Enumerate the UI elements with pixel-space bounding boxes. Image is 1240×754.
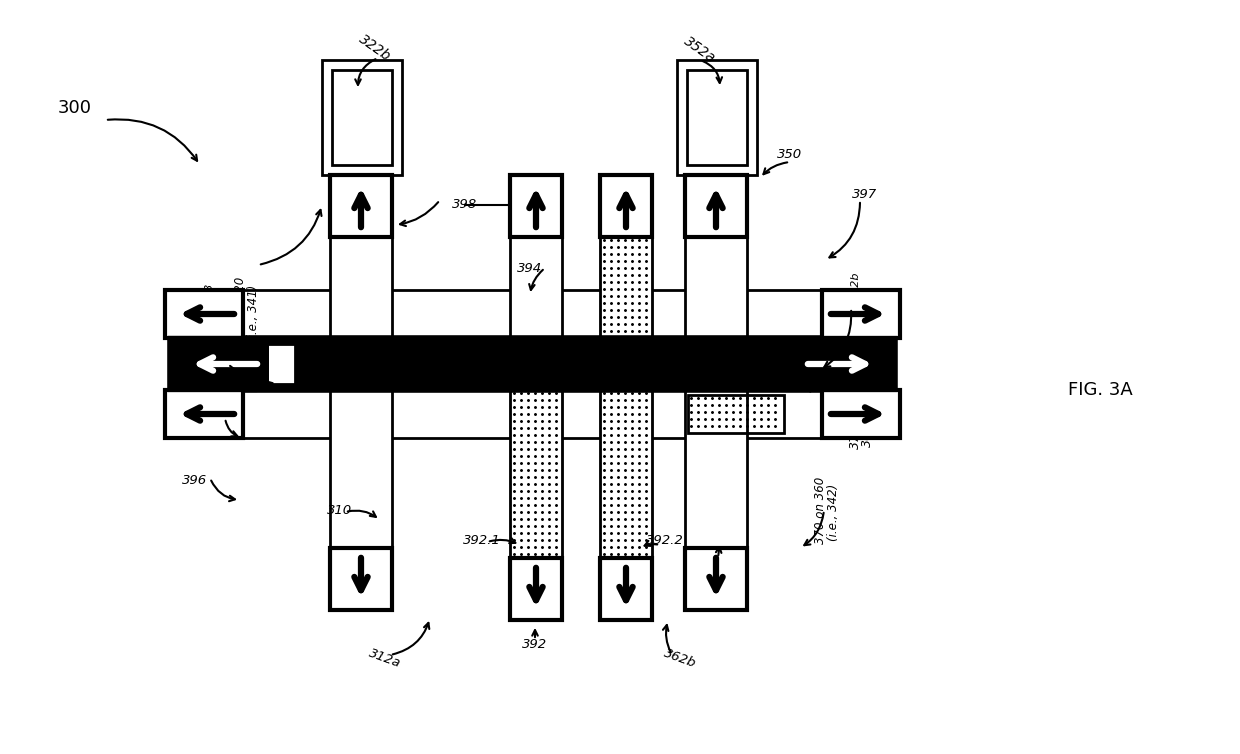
Bar — [684, 548, 746, 610]
Text: 397: 397 — [852, 188, 878, 201]
Text: (i.e., 342): (i.e., 342) — [827, 483, 839, 541]
Text: 315: 315 — [210, 409, 236, 421]
Text: A': A' — [852, 405, 872, 423]
Bar — [332, 70, 392, 165]
Text: 312b/3: 312b/3 — [205, 282, 215, 322]
Bar — [255, 344, 269, 384]
Bar — [165, 390, 243, 438]
Text: 22a: 22a — [217, 290, 227, 311]
Text: 335/: 335/ — [201, 317, 213, 343]
Bar — [170, 338, 895, 390]
Text: 392.1: 392.1 — [463, 534, 501, 547]
Bar — [330, 175, 392, 237]
Bar — [677, 60, 756, 175]
Bar — [720, 342, 830, 386]
Text: D: D — [708, 569, 723, 587]
Text: 394: 394 — [517, 262, 543, 274]
Bar — [510, 390, 562, 558]
Text: Y: Y — [529, 579, 543, 597]
Text: 370 on 360: 370 on 360 — [813, 477, 827, 544]
Text: 355: 355 — [862, 296, 874, 320]
Bar — [165, 390, 900, 438]
Bar — [255, 344, 295, 384]
Text: 325: 325 — [212, 319, 226, 342]
Bar — [510, 175, 562, 237]
Bar — [600, 237, 652, 338]
Bar — [165, 290, 900, 338]
Bar — [330, 175, 392, 610]
Bar — [510, 175, 562, 620]
Text: 352a: 352a — [682, 34, 718, 66]
Text: B': B' — [852, 305, 872, 323]
Bar — [600, 390, 652, 558]
Text: 396: 396 — [182, 474, 207, 486]
Text: Z': Z' — [843, 355, 862, 373]
Bar — [684, 175, 746, 610]
Bar — [450, 336, 701, 392]
Bar — [165, 290, 243, 338]
Text: 322b: 322b — [356, 32, 393, 64]
Bar — [822, 290, 900, 338]
Text: 362a/352b: 362a/352b — [851, 271, 861, 333]
Text: C': C' — [616, 198, 635, 216]
Text: Y': Y' — [527, 198, 546, 216]
Bar — [600, 175, 652, 237]
Text: 375/: 375/ — [848, 421, 862, 449]
Text: 330 on 320: 330 on 320 — [234, 277, 248, 344]
Bar — [687, 70, 746, 165]
Text: C: C — [619, 579, 632, 597]
Text: 332a: 332a — [341, 344, 374, 357]
Text: 365: 365 — [861, 423, 873, 447]
Text: 392.2: 392.2 — [646, 534, 684, 547]
Text: 310: 310 — [327, 504, 352, 516]
Text: X: X — [355, 569, 368, 587]
Bar — [688, 395, 784, 433]
Bar — [600, 558, 652, 620]
Text: D': D' — [706, 198, 727, 216]
Text: A: A — [196, 405, 210, 423]
Bar — [684, 175, 746, 237]
Text: 398: 398 — [453, 198, 477, 212]
Text: 391: 391 — [265, 379, 290, 393]
Text: 393: 393 — [820, 382, 846, 394]
Text: Z: Z — [207, 355, 219, 373]
Bar — [822, 390, 900, 438]
Text: 300: 300 — [58, 99, 92, 117]
Text: X': X' — [351, 198, 371, 216]
Text: 332b: 332b — [339, 206, 371, 219]
Text: 312a: 312a — [367, 646, 403, 670]
Bar — [170, 338, 255, 390]
Bar — [600, 175, 652, 620]
Text: (i.e., 341): (i.e., 341) — [247, 284, 259, 342]
Text: 362b: 362b — [662, 646, 698, 670]
Text: B: B — [196, 305, 210, 323]
Bar — [330, 548, 392, 610]
Text: FIG. 3A: FIG. 3A — [1068, 381, 1132, 399]
Text: 392: 392 — [522, 639, 548, 651]
Bar — [322, 60, 402, 175]
Text: 399: 399 — [212, 357, 237, 370]
Bar — [300, 342, 410, 386]
Bar — [510, 558, 562, 620]
Text: 372b: 372b — [698, 548, 732, 562]
Text: 350: 350 — [777, 149, 802, 161]
